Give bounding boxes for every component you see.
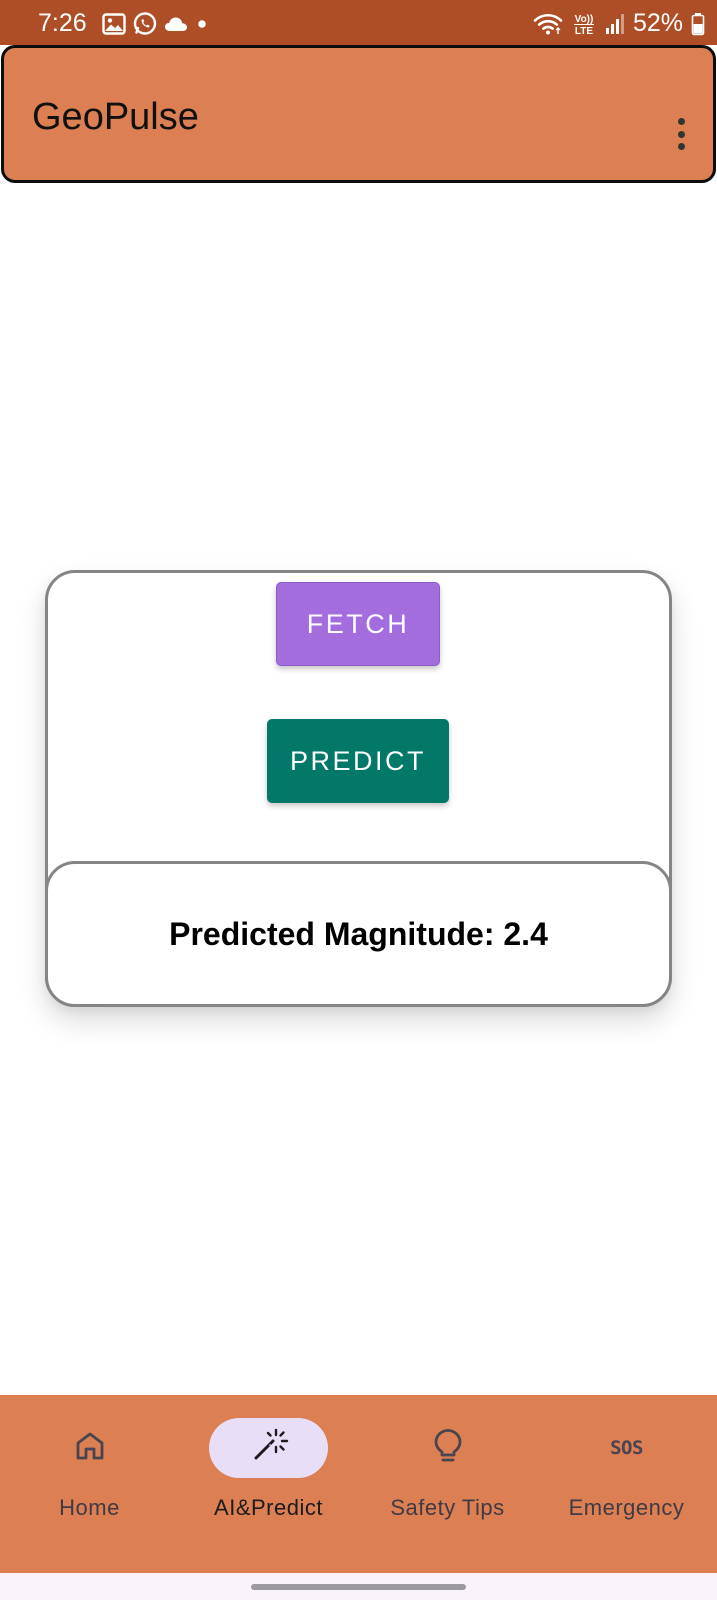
svg-text:Vo)): Vo)): [575, 14, 594, 25]
nav-item-emergency[interactable]: SOS Emergency: [537, 1395, 716, 1573]
gallery-icon: [102, 13, 126, 35]
signal-icon: [605, 13, 625, 35]
nav-label-home: Home: [59, 1495, 120, 1520]
nav-item-home[interactable]: Home: [0, 1395, 179, 1573]
result-box: Predicted Magnitude: 2.4: [45, 861, 672, 1007]
dot-icon: [194, 16, 210, 32]
app-title: GeoPulse: [32, 96, 199, 138]
status-time: 7:26: [38, 9, 87, 37]
nav-pill-ai-predict: [209, 1418, 328, 1478]
lightbulb-icon: [431, 1427, 465, 1470]
home-icon: [73, 1429, 107, 1468]
battery-percent: 52%: [632, 9, 683, 37]
nav-pill-safety-tips: [388, 1418, 507, 1478]
nav-item-safety-tips[interactable]: Safety Tips: [358, 1395, 537, 1573]
nav-pill-emergency: SOS: [567, 1418, 686, 1478]
gesture-handle[interactable]: [251, 1584, 466, 1590]
bottom-navigation: Home AI&Predict Safety Tips SOS Emergenc…: [0, 1395, 717, 1573]
magic-wand-icon: [249, 1426, 289, 1471]
volte-icon: Vo)) LTE: [571, 11, 597, 37]
status-bar: 7:26 Vo)) LTE 52%: [0, 0, 717, 45]
nav-label-ai-predict: AI&Predict: [214, 1495, 323, 1520]
nav-label-safety-tips: Safety Tips: [390, 1495, 505, 1520]
battery-icon: [691, 12, 705, 36]
wifi-icon: [533, 12, 563, 36]
nav-label-emergency: Emergency: [568, 1495, 685, 1520]
sos-icon: SOS: [610, 1437, 643, 1459]
predict-button[interactable]: PREDICT: [267, 719, 449, 803]
status-icons-right: Vo)) LTE 52%: [533, 9, 705, 38]
fetch-button[interactable]: FETCH: [276, 582, 440, 666]
whatsapp-icon: [132, 11, 158, 37]
nav-item-ai-predict[interactable]: AI&Predict: [179, 1395, 358, 1573]
nav-pill-home: [30, 1418, 149, 1478]
more-vert-icon[interactable]: [667, 114, 695, 154]
prediction-card: FETCH PREDICT Predicted Magnitude: 2.4: [45, 570, 672, 1007]
gesture-bar-area: [0, 1573, 717, 1600]
app-bar: GeoPulse: [1, 45, 716, 183]
svg-text:LTE: LTE: [575, 26, 593, 37]
status-icons-left: [102, 11, 210, 37]
cloud-icon: [164, 15, 188, 33]
predicted-magnitude-text: Predicted Magnitude: 2.4: [169, 915, 548, 952]
